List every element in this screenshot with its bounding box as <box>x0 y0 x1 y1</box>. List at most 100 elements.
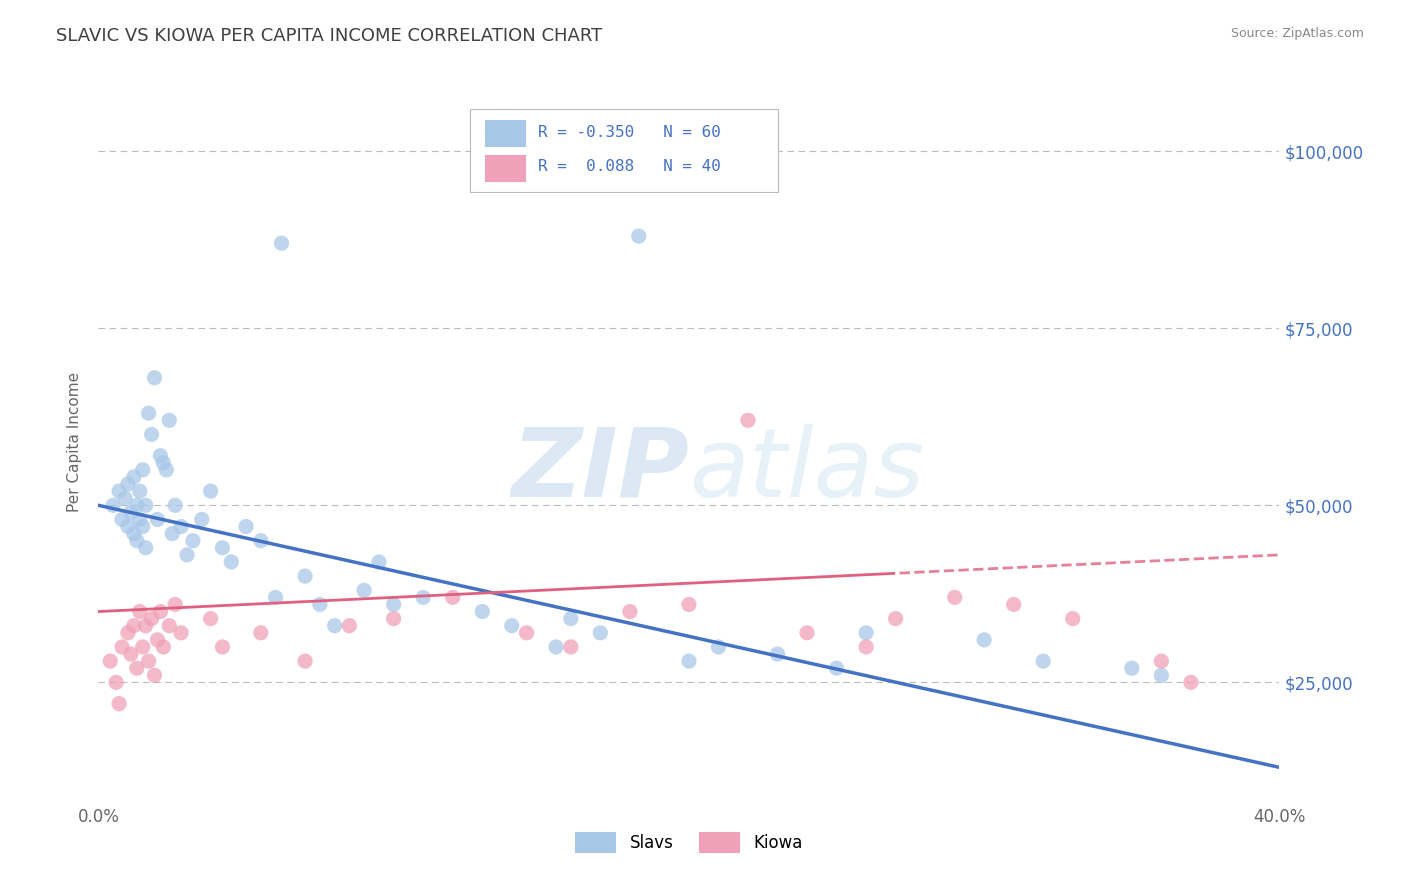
Point <box>855 640 877 654</box>
Point <box>1121 661 1143 675</box>
Point <box>135 498 157 512</box>
Point <box>122 470 145 484</box>
Point <box>162 526 183 541</box>
Point <box>1150 654 1173 668</box>
Point <box>128 484 150 499</box>
Point <box>141 427 163 442</box>
Point <box>235 519 257 533</box>
Point <box>589 625 612 640</box>
Point <box>105 675 128 690</box>
Point <box>152 456 174 470</box>
Text: Source: ZipAtlas.com: Source: ZipAtlas.com <box>1230 27 1364 40</box>
Point <box>122 526 145 541</box>
Point <box>200 484 222 499</box>
Point <box>108 697 131 711</box>
Point <box>884 612 907 626</box>
Point <box>152 640 174 654</box>
Text: SLAVIC VS KIOWA PER CAPITA INCOME CORRELATION CHART: SLAVIC VS KIOWA PER CAPITA INCOME CORREL… <box>56 27 603 45</box>
Point <box>294 654 316 668</box>
Point <box>1002 598 1025 612</box>
Point <box>125 498 148 512</box>
Point <box>120 505 142 519</box>
Point <box>111 512 134 526</box>
Point <box>855 625 877 640</box>
Point <box>157 413 180 427</box>
Point <box>1180 675 1202 690</box>
Point <box>796 625 818 640</box>
Point <box>1062 612 1084 626</box>
Point <box>766 647 789 661</box>
Point <box>146 512 169 526</box>
Point <box>120 647 142 661</box>
FancyBboxPatch shape <box>471 109 778 193</box>
Point <box>138 406 160 420</box>
Point <box>125 661 148 675</box>
Point <box>560 612 582 626</box>
Point <box>211 541 233 555</box>
Point <box>191 512 214 526</box>
Point <box>143 668 166 682</box>
Point <box>165 498 187 512</box>
Point <box>132 640 155 654</box>
Text: R =  0.088   N = 40: R = 0.088 N = 40 <box>537 160 721 175</box>
Point <box>294 569 316 583</box>
Point <box>128 605 150 619</box>
Point <box>560 640 582 654</box>
Point <box>170 519 193 533</box>
Point <box>973 632 995 647</box>
Point <box>135 618 157 632</box>
Text: R = -0.350   N = 60: R = -0.350 N = 60 <box>537 125 721 140</box>
Text: atlas: atlas <box>689 424 924 517</box>
Point <box>141 612 163 626</box>
Point <box>143 371 166 385</box>
Point <box>264 591 287 605</box>
Point <box>98 654 121 668</box>
Point <box>270 236 292 251</box>
Point <box>117 625 139 640</box>
Point <box>176 548 198 562</box>
Point <box>149 449 172 463</box>
Point <box>138 654 160 668</box>
Point <box>117 519 139 533</box>
Point <box>117 477 139 491</box>
Point <box>382 612 405 626</box>
Point <box>114 491 136 506</box>
Point <box>943 591 966 605</box>
Point <box>441 591 464 605</box>
Point <box>155 463 177 477</box>
Point <box>221 555 243 569</box>
Point <box>135 541 157 555</box>
Point <box>368 555 391 569</box>
Point <box>250 533 273 548</box>
Point <box>211 640 233 654</box>
Point <box>200 612 222 626</box>
Point <box>382 598 405 612</box>
Point <box>181 533 204 548</box>
Point <box>627 229 650 244</box>
Point <box>546 640 568 654</box>
Point <box>707 640 730 654</box>
Point <box>157 618 180 632</box>
Point <box>132 519 155 533</box>
Point <box>501 618 523 632</box>
Point <box>412 591 434 605</box>
Point <box>1032 654 1054 668</box>
Point <box>516 625 538 640</box>
FancyBboxPatch shape <box>485 154 526 182</box>
Text: ZIP: ZIP <box>510 424 689 517</box>
Point <box>619 605 641 619</box>
Point <box>146 632 169 647</box>
Point <box>250 625 273 640</box>
Point <box>128 512 150 526</box>
Point <box>122 618 145 632</box>
Point <box>108 484 131 499</box>
Point <box>339 618 361 632</box>
Point <box>309 598 332 612</box>
Point <box>323 618 346 632</box>
Point <box>111 640 134 654</box>
Point <box>471 605 494 619</box>
Point <box>678 654 700 668</box>
Point <box>737 413 759 427</box>
FancyBboxPatch shape <box>485 120 526 147</box>
Y-axis label: Per Capita Income: Per Capita Income <box>67 371 83 512</box>
